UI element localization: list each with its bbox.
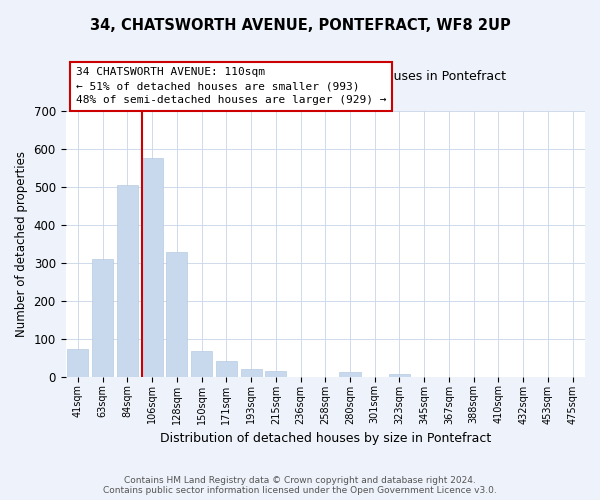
Y-axis label: Number of detached properties: Number of detached properties xyxy=(15,150,28,336)
Text: 34 CHATSWORTH AVENUE: 110sqm
← 51% of detached houses are smaller (993)
48% of s: 34 CHATSWORTH AVENUE: 110sqm ← 51% of de… xyxy=(76,68,386,106)
Bar xyxy=(265,370,286,376)
Bar xyxy=(67,350,88,376)
X-axis label: Distribution of detached houses by size in Pontefract: Distribution of detached houses by size … xyxy=(160,432,491,445)
Bar xyxy=(191,351,212,376)
Bar xyxy=(142,158,163,376)
Bar xyxy=(92,259,113,376)
Text: Contains HM Land Registry data © Crown copyright and database right 2024.
Contai: Contains HM Land Registry data © Crown c… xyxy=(103,476,497,495)
Bar xyxy=(216,362,237,376)
Bar xyxy=(340,372,361,376)
Title: Size of property relative to detached houses in Pontefract: Size of property relative to detached ho… xyxy=(144,70,506,83)
Bar xyxy=(389,374,410,376)
Bar xyxy=(166,252,187,376)
Text: 34, CHATSWORTH AVENUE, PONTEFRACT, WF8 2UP: 34, CHATSWORTH AVENUE, PONTEFRACT, WF8 2… xyxy=(89,18,511,32)
Bar xyxy=(117,185,138,376)
Bar xyxy=(241,370,262,376)
